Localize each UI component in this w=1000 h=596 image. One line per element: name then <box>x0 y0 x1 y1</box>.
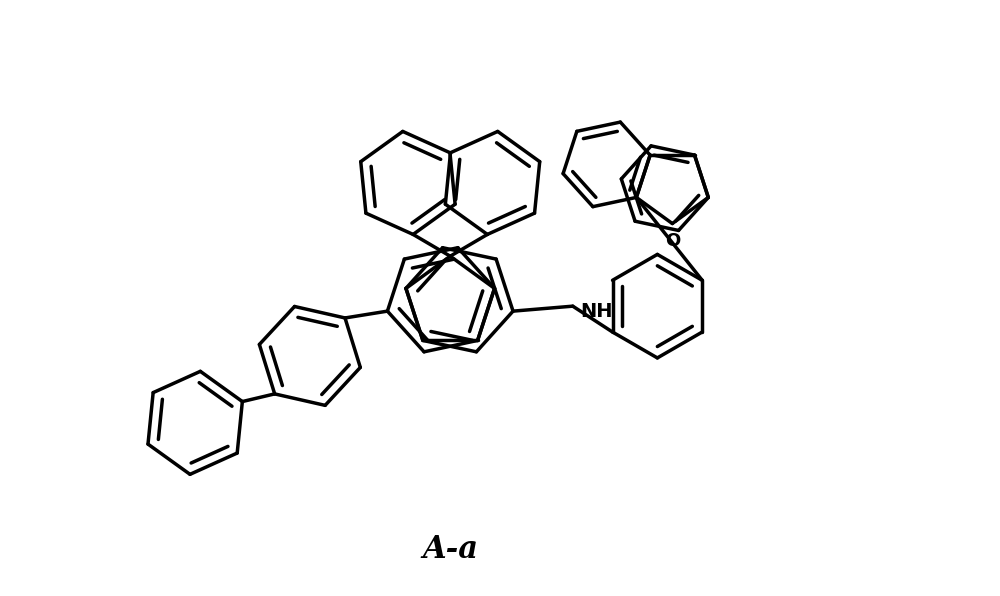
Text: NH: NH <box>581 302 613 321</box>
Text: O: O <box>665 231 680 250</box>
Text: A-a: A-a <box>422 535 478 566</box>
